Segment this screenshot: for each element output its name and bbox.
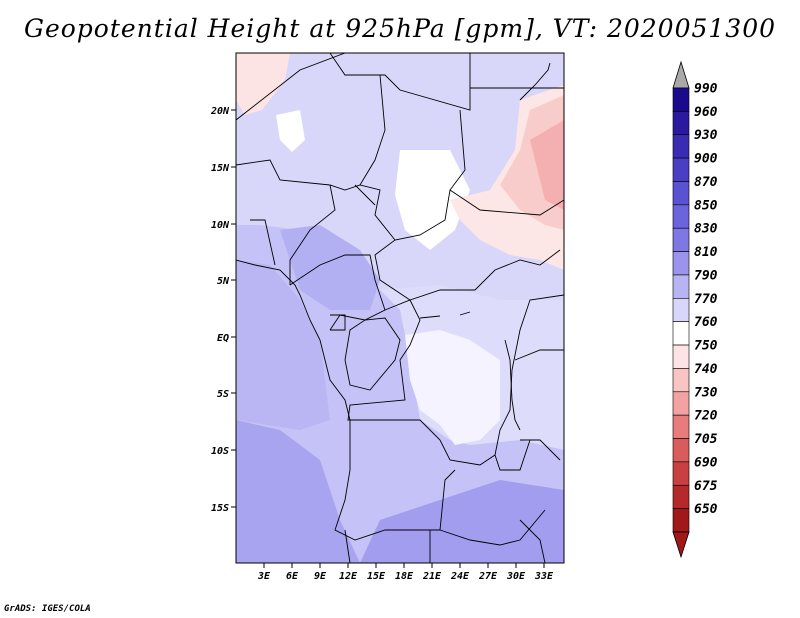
colorbar-swatch (672, 181, 690, 206)
lon-tick-label: 24E (450, 571, 470, 582)
lat-tick-label: EQ (217, 333, 229, 344)
colorbar: 990 960 930 900 870 850 830 810 790 770 760 750 740 7… (672, 60, 718, 559)
colorbar-swatch (672, 344, 690, 369)
colorbar-swatch (672, 368, 690, 393)
colorbar-level-label: 730 (694, 385, 718, 400)
lon-tick-label: 18E (395, 571, 414, 582)
colorbar-swatch (672, 111, 690, 136)
colorbar-swatch (672, 508, 690, 533)
lat-tick-label: 15S (211, 503, 229, 514)
colorbar-swatch (672, 227, 690, 252)
lon-tick-label: 27E (478, 571, 498, 582)
lat-tick-label: 5S (217, 389, 229, 400)
colorbar-swatch (672, 461, 690, 486)
grads-credit: GrADS: IGES/COLA (4, 604, 91, 614)
colorbar-swatch (672, 298, 690, 322)
country-borders (236, 53, 564, 563)
colorbar-level-label: 990 (694, 82, 718, 97)
colorbar-swatch (672, 438, 690, 463)
colorbar-level-label: 675 (694, 479, 718, 494)
colorbar-swatch (672, 484, 690, 509)
colorbar-level-label: 850 (694, 198, 718, 213)
colorbar-swatch (672, 274, 690, 299)
lon-tick-label: 9E (314, 571, 327, 582)
colorbar-level-label: 750 (694, 339, 718, 354)
lat-tick-label: 10N (211, 220, 230, 231)
colorbar-swatch (672, 321, 690, 346)
colorbar-level-label: 740 (694, 362, 718, 377)
colorbar-level-label: 690 (694, 455, 718, 470)
colorbar-swatch (672, 251, 690, 276)
colorbar-level-label: 930 (694, 128, 718, 143)
lat-tick-label: 10S (211, 446, 229, 457)
colorbar-level-label: 810 (694, 245, 718, 260)
colorbar-level-label: 830 (694, 222, 718, 237)
colorbar-swatch (672, 87, 690, 112)
lon-tick-label: 30E (506, 571, 526, 582)
colorbar-level-label: 760 (694, 315, 718, 330)
colorbar-swatch (672, 414, 690, 439)
colorbar-swatch (672, 157, 690, 182)
lat-tick-marks (231, 109, 236, 508)
colorbar-swatch (672, 134, 690, 159)
map-frame (235, 52, 565, 564)
colorbar-bottom-arrow (672, 531, 690, 559)
colorbar-level-label: 720 (694, 409, 718, 424)
colorbar-level-label: 960 (694, 105, 718, 120)
lon-tick-label: 3E (257, 571, 271, 582)
colorbar-level-label: 900 (694, 152, 718, 167)
colorbar-swatch (672, 204, 690, 229)
lat-tick-label: 15N (211, 163, 230, 174)
colorbar-level-label: 790 (694, 268, 718, 283)
lon-tick-label: 12E (339, 571, 358, 582)
lat-tick-label: 5N (217, 276, 230, 287)
colorbar-swatch (672, 391, 690, 416)
lon-tick-marks (263, 563, 545, 568)
lon-tick-label: 6E (286, 571, 299, 582)
colorbar-top-arrow (672, 60, 690, 89)
lon-tick-label: 21E (422, 571, 442, 582)
lat-tick-label: 20N (210, 106, 230, 117)
height-field (236, 53, 564, 563)
map-title: Geopotential Height at 925hPa [gpm], VT:… (23, 14, 777, 43)
colorbar-level-label: 650 (694, 502, 718, 517)
colorbar-level-label: 870 (694, 175, 718, 190)
lon-tick-label: 15E (367, 571, 386, 582)
colorbar-level-label: 770 (694, 292, 718, 307)
lon-tick-label: 33E (534, 571, 554, 582)
colorbar-level-label: 705 (694, 432, 718, 447)
